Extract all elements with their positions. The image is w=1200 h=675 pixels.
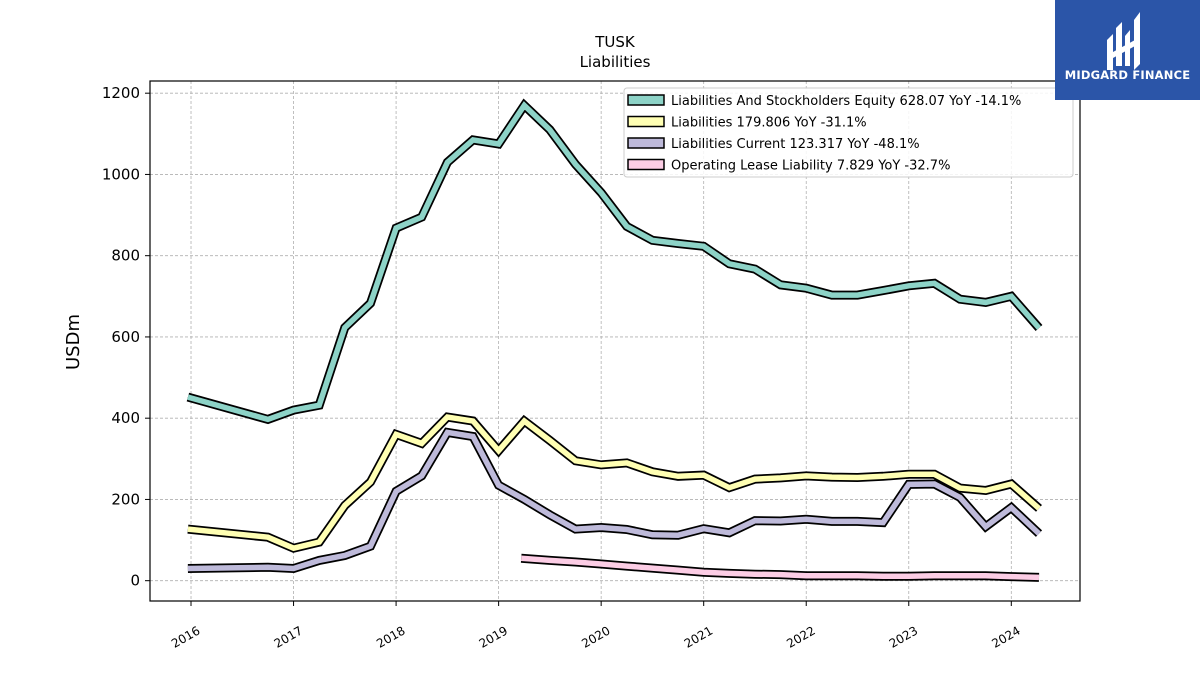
legend-label: Operating Lease Liability 7.829 YoY -32.… [671, 159, 950, 174]
x-tick-label: 2017 [272, 623, 305, 650]
legend-swatch [627, 137, 665, 149]
x-tick-label: 2023 [887, 623, 920, 650]
x-tick-label: 2016 [169, 623, 202, 650]
legend-swatch [627, 158, 665, 171]
x-tick-label: 2022 [784, 623, 817, 650]
y-tick-label: 600 [111, 328, 140, 346]
legend: Liabilities And Stockholders Equity 628.… [623, 87, 1074, 178]
x-tick-label: 2018 [374, 623, 407, 650]
chart-subtitle: Liabilities [580, 53, 651, 71]
legend-swatch [627, 94, 665, 106]
legend-box [623, 87, 1074, 178]
series-line [520, 555, 1040, 581]
y-tick-label: 400 [111, 409, 140, 427]
series-line [187, 414, 1041, 552]
x-tick-label: 2020 [579, 623, 612, 650]
x-tick-label: 2021 [682, 623, 715, 650]
midgard-finance-logo: MIDGARD FINANCE [1055, 0, 1200, 100]
y-tick-label: 1200 [102, 84, 140, 102]
y-tick-label: 800 [111, 247, 140, 265]
x-tick-label: 2024 [989, 623, 1022, 650]
plot-frame [149, 80, 1081, 602]
logo-mark-icon [1107, 12, 1140, 70]
chart-title: TUSK [594, 33, 636, 51]
legend-item: Liabilities And Stockholders Equity 628.… [627, 94, 1021, 109]
legend-item: Liabilities 179.806 YoY -31.1% [627, 115, 867, 131]
y-tick-label: 1000 [102, 165, 140, 183]
y-tick-label: 0 [130, 572, 140, 590]
series-2 [187, 427, 1043, 574]
legend-label: Liabilities And Stockholders Equity 628.… [671, 94, 1021, 109]
legend-item: Operating Lease Liability 7.829 YoY -32.… [627, 158, 950, 174]
logo-text: MIDGARD FINANCE [1064, 68, 1191, 82]
legend-label: Liabilities Current 123.317 YoY -48.1% [671, 137, 920, 152]
series-line-outline [187, 427, 1043, 574]
series-0 [186, 98, 1043, 425]
series-line [187, 429, 1041, 572]
x-tick-label: 2019 [477, 623, 510, 650]
series-1 [187, 412, 1042, 553]
y-axis-label: USDm [63, 314, 84, 370]
y-tick-label: 200 [111, 490, 140, 508]
legend-swatch [627, 115, 665, 128]
series-line [187, 101, 1042, 423]
legend-label: Liabilities 179.806 YoY -31.1% [671, 116, 867, 131]
legend-item: Liabilities Current 123.317 YoY -48.1% [627, 137, 920, 152]
series-layer [186, 98, 1043, 582]
series-3 [520, 553, 1040, 582]
